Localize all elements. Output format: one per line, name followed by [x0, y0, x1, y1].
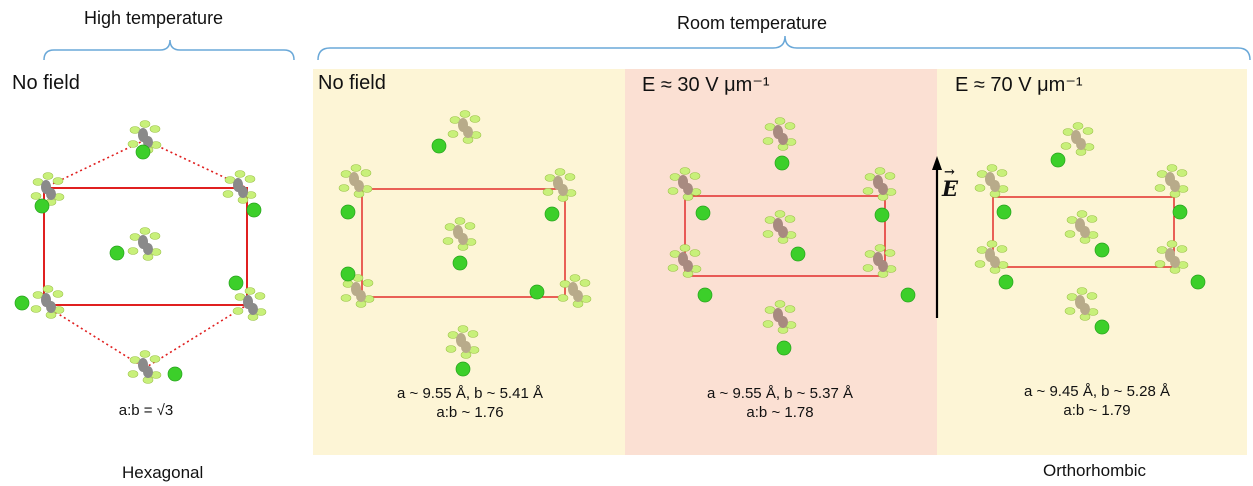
- phase-orthorhombic: Orthorhombic: [1043, 461, 1146, 480]
- field-label-70v: E ≈ 70 V μm⁻¹: [955, 74, 1083, 96]
- ratio-rt: a:b ~ 1.76: [436, 404, 504, 421]
- molecule-hex-6: [127, 350, 183, 384]
- molecule-hex-3: [109, 227, 162, 261]
- molecule-30v-6: [762, 300, 797, 356]
- molecule-hex-4: [14, 285, 65, 319]
- ratio-30v: a:b ~ 1.78: [746, 404, 814, 421]
- field-arrow: [932, 156, 942, 318]
- molecule-rt-5: [529, 274, 592, 308]
- molecule-30v-4: [667, 244, 713, 303]
- molecule-rt-0: [431, 110, 482, 154]
- molecule-rt-4: [340, 266, 375, 308]
- unit-cell-70v: [992, 196, 1175, 268]
- molecule-70v-4: [974, 240, 1014, 290]
- params-rt: a ~ 9.55 Å, b ~ 5.41 Å: [397, 385, 543, 402]
- molecule-70v-1: [974, 164, 1012, 220]
- molecule-70v-2: [1154, 164, 1189, 220]
- molecule-70v-6: [1064, 287, 1110, 335]
- molecule-30v-5: [862, 244, 916, 303]
- molecule-hex-0: [127, 120, 162, 160]
- molecule-30v-3: [762, 210, 806, 262]
- params-70v: a ~ 9.45 Å, b ~ 5.28 Å: [1024, 383, 1170, 400]
- molecule-rt-2: [542, 168, 577, 222]
- ratio-70v: a:b ~ 1.79: [1063, 402, 1131, 419]
- field-label-30v: E ≈ 30 V μm⁻¹: [642, 74, 770, 96]
- molecule-70v-0: [1050, 122, 1095, 168]
- field-label-rt: No field: [318, 72, 386, 94]
- field-arrow-label: → E: [942, 165, 959, 201]
- phase-hexagonal: Hexagonal: [122, 463, 204, 482]
- unit-cell-30v: [684, 195, 886, 277]
- molecule-30v-2: [862, 167, 897, 223]
- molecule-hex-2: [222, 170, 262, 218]
- unit-cell-rt: [361, 188, 566, 298]
- molecule-rt-3: [442, 217, 477, 271]
- molecule-rt-6: [445, 325, 480, 377]
- room-temperature-label: Room temperature: [677, 13, 828, 33]
- molecule-70v-3: [1064, 210, 1110, 258]
- high-temperature-label: High temperature: [84, 8, 224, 28]
- molecule-30v-1: [667, 167, 711, 221]
- params-30v: a ~ 9.55 Å, b ~ 5.37 Å: [707, 385, 853, 402]
- molecule-hex-1: [30, 172, 65, 214]
- molecule-rt-1: [338, 164, 373, 220]
- molecule-70v-5: [1154, 240, 1206, 290]
- molecule-30v-0: [762, 117, 797, 171]
- molecule-hex-5: [228, 275, 267, 321]
- ratio-hex: a:b = √3: [118, 402, 174, 419]
- field-label-hex: No field: [12, 72, 80, 94]
